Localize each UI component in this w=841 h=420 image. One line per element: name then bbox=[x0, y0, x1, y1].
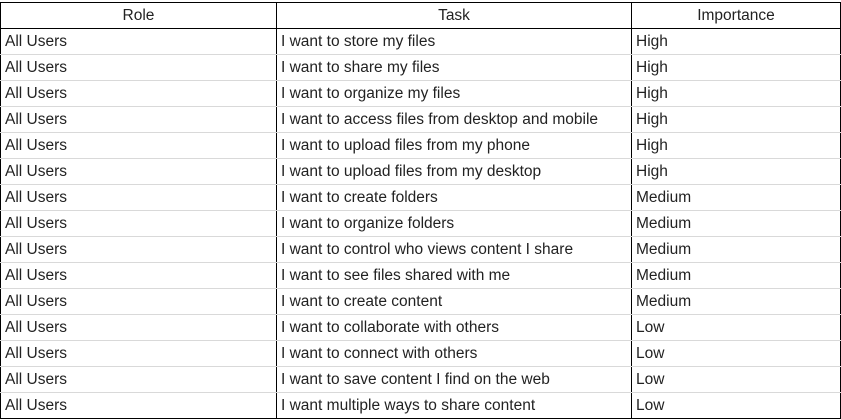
role-cell: All Users bbox=[0, 106, 277, 133]
table-row: All Users I want to upload files from my … bbox=[0, 132, 841, 159]
table-row: All Users I want multiple ways to share c… bbox=[0, 392, 841, 419]
role-cell: All Users bbox=[0, 80, 277, 107]
column-header-role: Role bbox=[0, 2, 277, 29]
table-row: All Users I want to organize my files High bbox=[0, 80, 841, 107]
task-cell: I want to store my files bbox=[276, 28, 632, 55]
importance-cell: Medium bbox=[631, 184, 841, 211]
task-cell: I want to organize folders bbox=[276, 210, 632, 237]
column-header-importance: Importance bbox=[631, 2, 841, 29]
table-row: All Users I want to share my files High bbox=[0, 54, 841, 81]
importance-cell: High bbox=[631, 54, 841, 81]
table-row: All Users I want to collaborate with othe… bbox=[0, 314, 841, 341]
role-cell: All Users bbox=[0, 236, 277, 263]
table-row: All Users I want to organize folders Mediu… bbox=[0, 210, 841, 237]
importance-cell: Medium bbox=[631, 210, 841, 237]
role-cell: All Users bbox=[0, 366, 277, 393]
role-cell: All Users bbox=[0, 340, 277, 367]
importance-cell: Low bbox=[631, 340, 841, 367]
importance-cell: High bbox=[631, 132, 841, 159]
role-cell: All Users bbox=[0, 288, 277, 315]
table-row: All Users I want to see files shared with… bbox=[0, 262, 841, 289]
task-cell: I want multiple ways to share content bbox=[276, 392, 632, 419]
role-cell: All Users bbox=[0, 132, 277, 159]
task-cell: I want to create folders bbox=[276, 184, 632, 211]
header-row: Role Task Importance bbox=[0, 2, 841, 29]
role-cell: All Users bbox=[0, 392, 277, 419]
task-cell: I want to save content I find on the web bbox=[276, 366, 632, 393]
task-cell: I want to access files from desktop and … bbox=[276, 106, 632, 133]
table-row: All Users I want to connect with others Lo… bbox=[0, 340, 841, 367]
table-row: All Users I want to create folders Medium bbox=[0, 184, 841, 211]
table-row: All Users I want to create content Medium bbox=[0, 288, 841, 315]
importance-cell: High bbox=[631, 106, 841, 133]
role-cell: All Users bbox=[0, 262, 277, 289]
importance-cell: Low bbox=[631, 314, 841, 341]
role-cell: All Users bbox=[0, 54, 277, 81]
table-row: All Users I want to upload files from my … bbox=[0, 158, 841, 185]
table-row: All Users I want to control who views con… bbox=[0, 236, 841, 263]
task-cell: I want to connect with others bbox=[276, 340, 632, 367]
role-cell: All Users bbox=[0, 28, 277, 55]
importance-cell: Medium bbox=[631, 288, 841, 315]
task-cell: I want to organize my files bbox=[276, 80, 632, 107]
task-cell: I want to collaborate with others bbox=[276, 314, 632, 341]
column-header-task: Task bbox=[276, 2, 632, 29]
task-cell: I want to share my files bbox=[276, 54, 632, 81]
importance-cell: Low bbox=[631, 366, 841, 393]
table-row: All Users I want to save content I find o… bbox=[0, 366, 841, 393]
importance-cell: Medium bbox=[631, 236, 841, 263]
importance-cell: High bbox=[631, 28, 841, 55]
importance-cell: Low bbox=[631, 392, 841, 419]
role-cell: All Users bbox=[0, 314, 277, 341]
task-cell: I want to upload files from my phone bbox=[276, 132, 632, 159]
table-row: All Users I want to store my files High bbox=[0, 28, 841, 55]
importance-cell: High bbox=[631, 158, 841, 185]
table-body: All Users I want to store my files High All… bbox=[0, 28, 841, 419]
task-cell: I want to control who views content I sh… bbox=[276, 236, 632, 263]
importance-cell: Medium bbox=[631, 262, 841, 289]
task-cell: I want to create content bbox=[276, 288, 632, 315]
role-cell: All Users bbox=[0, 158, 277, 185]
importance-cell: High bbox=[631, 80, 841, 107]
task-cell: I want to upload files from my desktop bbox=[276, 158, 632, 185]
task-cell: I want to see files shared with me bbox=[276, 262, 632, 289]
table-row: All Users I want to access files from des… bbox=[0, 106, 841, 133]
role-cell: All Users bbox=[0, 184, 277, 211]
role-cell: All Users bbox=[0, 210, 277, 237]
